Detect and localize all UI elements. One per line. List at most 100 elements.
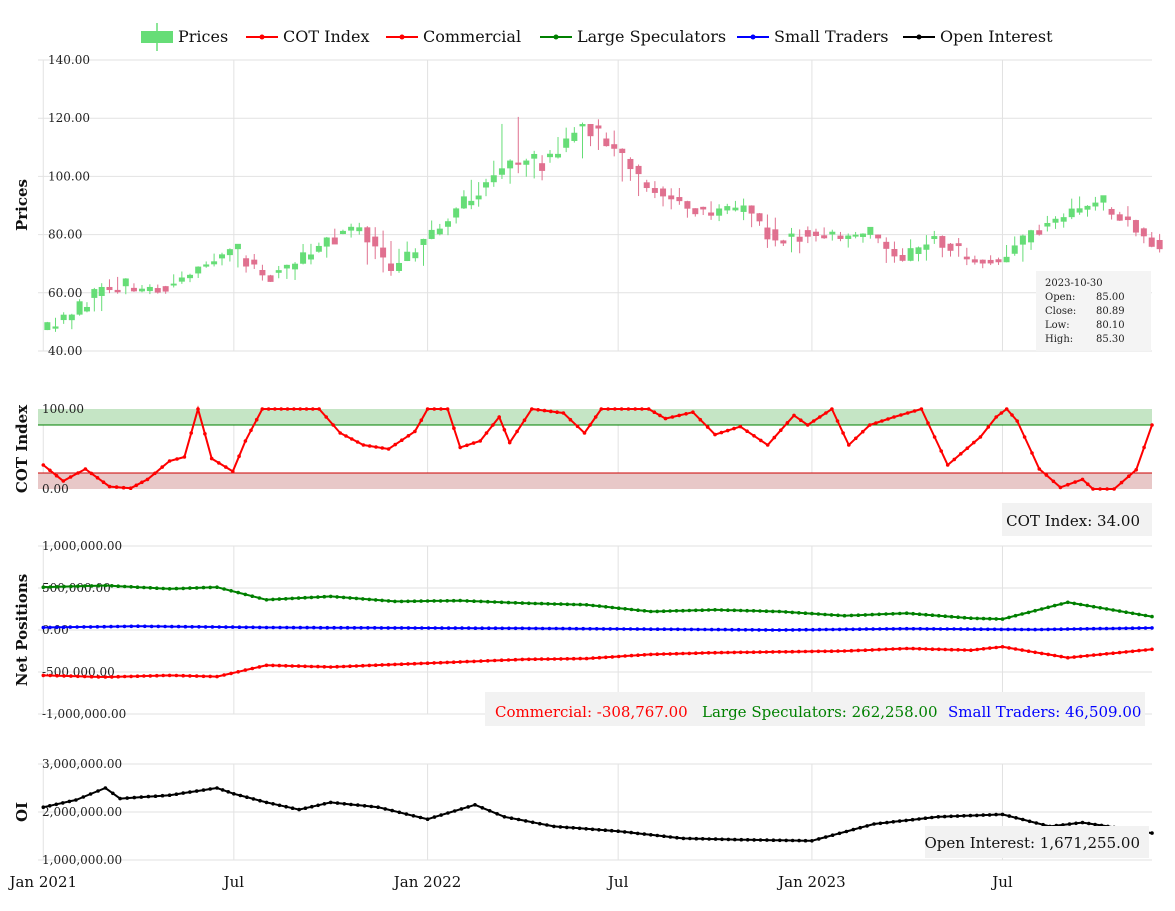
net-series-small-traders-point	[163, 624, 167, 629]
open-interest-series-point	[891, 820, 896, 824]
tooltip-label: Close:	[1045, 306, 1076, 317]
cot-index-series-point	[89, 471, 94, 476]
net-series-large-speculators-point	[661, 609, 666, 613]
open-interest-series-point	[1093, 822, 1097, 827]
cot-index-series-point	[465, 443, 469, 448]
net-series-large-speculators-point	[1091, 604, 1096, 609]
cot-index-series-point	[745, 429, 749, 434]
net-series-large-speculators-point	[135, 585, 140, 589]
net-series-small-traders-point	[871, 627, 875, 631]
net-series-small-traders-point	[1052, 627, 1057, 632]
open-interest-series-point	[797, 838, 801, 843]
open-interest-series-point	[897, 819, 902, 823]
net-series-large-speculators-point	[1026, 610, 1031, 615]
open-interest-series-point	[713, 837, 718, 841]
y-tick-label: 0.00	[42, 623, 69, 637]
net-series-commercial-point	[161, 673, 165, 678]
net-series-large-speculators-point	[719, 608, 724, 612]
open-interest-series-point	[784, 838, 788, 843]
legend-item: Small Traders	[737, 27, 888, 46]
net-series-large-speculators-point	[1098, 606, 1102, 610]
net-series-small-traders-point	[1143, 626, 1148, 630]
net-series-small-traders-point	[1006, 627, 1010, 632]
net-series-large-speculators-point	[904, 611, 909, 615]
cot-index-series-point	[196, 407, 200, 411]
open-interest-series-point	[688, 836, 692, 841]
net-series-large-speculators-point	[863, 613, 868, 617]
cot-index-series-point	[285, 407, 290, 411]
open-interest-series-point	[609, 828, 614, 833]
net-series-commercial-point	[215, 674, 219, 679]
net-series-large-speculators-point	[513, 601, 518, 605]
net-series-large-speculators-point	[655, 609, 659, 614]
net-series-commercial-point	[700, 651, 704, 655]
candle-body	[987, 259, 994, 264]
net-series-large-speculators-point	[1066, 600, 1070, 605]
open-interest-series-point	[590, 827, 595, 832]
cot-index-series-point	[491, 423, 495, 427]
open-interest-series-point	[303, 806, 308, 810]
candle-body	[939, 236, 946, 248]
candle-body	[436, 228, 443, 235]
open-interest-series-point	[188, 790, 192, 794]
candle-body	[692, 208, 699, 215]
cot-index-series-point	[324, 415, 329, 419]
y-tick-label: 500,000.00	[42, 581, 111, 595]
cot-index-series-point	[582, 431, 587, 435]
net-series-commercial-point	[328, 665, 333, 669]
open-interest-series-point	[681, 836, 686, 841]
net-series-small-traders-point	[480, 626, 484, 630]
candle-body	[772, 229, 779, 241]
net-series-small-traders-point	[48, 625, 52, 630]
cot-index-series-point	[861, 429, 865, 434]
open-interest-series-point	[316, 803, 320, 808]
net-series-large-speculators-point	[419, 599, 423, 603]
net-series-large-speculators-point	[271, 597, 275, 602]
net-series-commercial-point	[432, 661, 436, 665]
net-series-small-traders-path	[43, 625, 1153, 631]
net-series-small-traders-point	[413, 626, 417, 630]
net-series-commercial-point	[472, 659, 476, 664]
legend-label: Small Traders	[774, 27, 888, 46]
y-tick-label: 0.00	[42, 482, 69, 496]
y-tick-label: 60.00	[48, 286, 82, 300]
net-series-commercial-point	[891, 647, 895, 651]
net-series-commercial-point	[393, 662, 397, 667]
net-series-commercial-point	[661, 652, 666, 656]
net-series-large-speculators-point	[1046, 605, 1050, 610]
cot-index-series-point	[752, 434, 756, 438]
net-series-large-speculators-point	[520, 601, 525, 605]
net-series-commercial-point	[335, 664, 339, 669]
net-series-commercial-point	[322, 665, 327, 669]
net-series-small-traders-point	[662, 627, 667, 631]
net-series-large-speculators-point	[917, 612, 922, 616]
net-series-commercial-point	[122, 674, 127, 679]
y-tick-label: 40.00	[48, 344, 82, 358]
candle-body	[218, 254, 225, 259]
net-series-large-speculators-point	[616, 606, 621, 610]
net-series-large-speculators-point	[465, 599, 469, 603]
net-series-large-speculators-point	[898, 611, 902, 616]
cot-index-series-point	[926, 421, 930, 425]
candle-body	[1108, 208, 1115, 215]
net-series-small-traders-point	[440, 626, 444, 630]
cot-index-series	[41, 405, 1154, 491]
net-series-commercial-point	[764, 650, 769, 654]
net-series-commercial-point	[884, 647, 888, 652]
net-series-commercial-point	[623, 654, 627, 658]
cot-index-series-point	[1037, 467, 1042, 471]
net-series-small-traders-point	[891, 627, 896, 631]
net-series-large-speculators-point	[924, 612, 928, 617]
candle-body	[68, 314, 75, 321]
cot-index-series-point	[785, 421, 790, 425]
net-series-large-speculators-point	[842, 613, 847, 618]
candle-body	[732, 207, 739, 211]
net-series-small-traders-point	[224, 625, 228, 629]
cot-index-series-point	[249, 428, 253, 433]
open-interest-series-point	[74, 798, 78, 802]
net-series-commercial-point	[290, 664, 295, 668]
x-tick-label: Jul	[990, 873, 1013, 891]
candle-body	[490, 175, 497, 183]
net-series-large-speculators-point	[988, 616, 992, 621]
open-interest-series-point	[495, 812, 499, 816]
